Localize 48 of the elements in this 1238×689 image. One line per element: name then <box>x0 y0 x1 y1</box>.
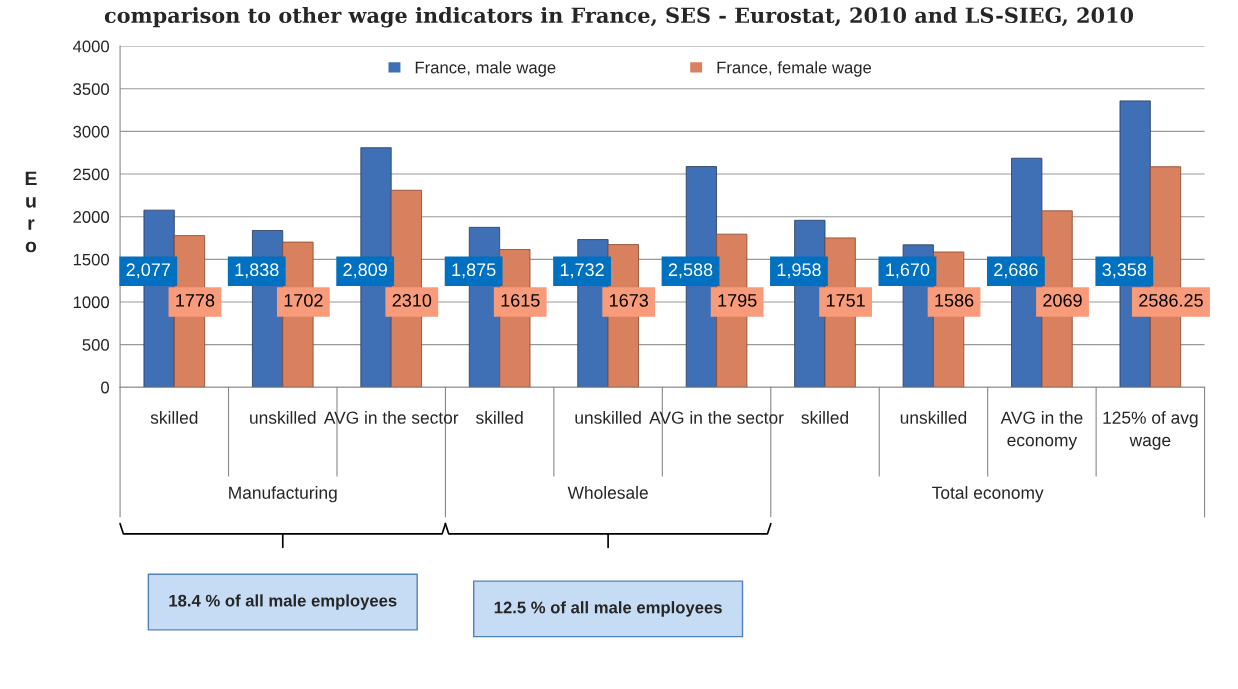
x-tick-label: skilled <box>476 411 523 424</box>
x-tick-label: AVG in the sector <box>649 411 784 424</box>
data-label: 1,958 <box>777 263 821 279</box>
data-label: 2,809 <box>343 263 387 279</box>
x-tick-label: AVG in the sector <box>323 411 459 424</box>
y-tick-label: 4000 <box>72 40 110 53</box>
y-tick-label: 3000 <box>73 125 110 138</box>
y-tick-label: 1000 <box>73 296 110 309</box>
data-label: 2586.25 <box>1139 294 1203 307</box>
data-label: 2069 <box>1043 294 1082 307</box>
data-label: 2,588 <box>668 263 713 279</box>
data-label: 1,875 <box>452 263 496 279</box>
data-label: 1751 <box>826 294 865 307</box>
data-label: 1778 <box>176 294 215 307</box>
data-label: 1,838 <box>235 263 279 279</box>
data-label: 2,686 <box>994 263 1038 279</box>
y-tick-label: 0 <box>101 381 110 394</box>
data-label: 2,077 <box>126 263 170 279</box>
y-tick-label: 2000 <box>73 211 110 223</box>
data-label: 3,358 <box>1102 263 1147 279</box>
text: Manufacturing <box>229 486 337 503</box>
y-tick-label: 3500 <box>73 83 110 95</box>
chart-title: comparison to other wage indicators in France, SES - Eurostat, 2010 and LS-SIEG, 2010 <box>104 7 1134 28</box>
x-tick-label: unskilled <box>250 411 316 424</box>
text: 18.4 % of all male employees <box>169 594 397 610</box>
y-tick-label: 2500 <box>73 168 110 181</box>
x-tick-label: AVG in the economy <box>1000 411 1083 450</box>
x-tick-label: unskilled <box>900 411 967 424</box>
legend-label: France, male wage <box>415 61 556 77</box>
data-label: 2310 <box>392 294 432 307</box>
y-axis-title: Euro <box>25 171 37 253</box>
data-label: 1586 <box>935 294 974 307</box>
text: 12.5 % of all male employees <box>494 601 722 617</box>
x-tick-label: 125% of avg wage <box>1103 411 1198 450</box>
x-tick-label: unskilled <box>575 411 641 424</box>
data-label: 1702 <box>284 294 323 307</box>
text: Total economy <box>932 486 1044 503</box>
y-tick-label: 1500 <box>73 253 110 266</box>
x-tick-label: skilled <box>150 411 198 424</box>
data-label: 1673 <box>610 294 648 307</box>
data-label: 1795 <box>718 294 757 307</box>
text: Wholesale <box>567 486 648 499</box>
x-tick-label: skilled <box>801 411 849 424</box>
legend-label: France, female wage <box>717 61 872 77</box>
data-label: 1,670 <box>886 263 930 279</box>
data-label: 1615 <box>501 294 540 307</box>
y-tick-label: 500 <box>82 338 110 351</box>
data-label: 1,732 <box>560 263 604 279</box>
